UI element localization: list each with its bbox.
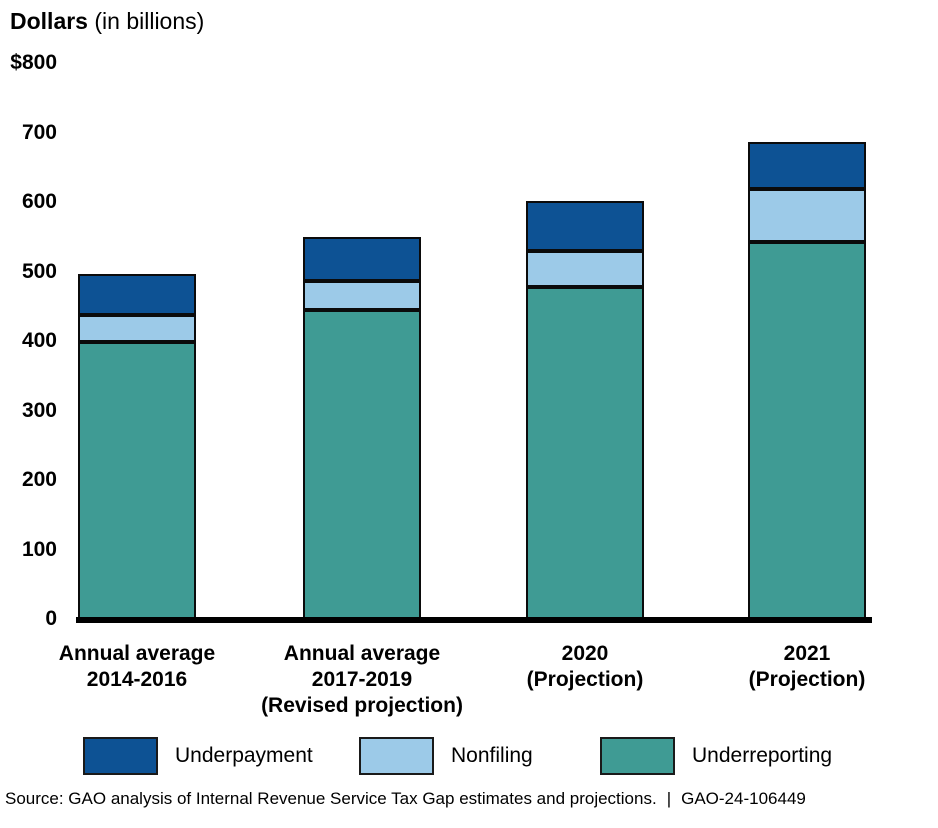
bar-segment-nonfiling bbox=[78, 315, 196, 343]
y-tick-label: 300 bbox=[21, 398, 57, 422]
x-axis-label: Annual average 2014-2016 bbox=[58, 642, 216, 691]
bar-segment-underreporting bbox=[748, 242, 866, 619]
x-axis-label: 2021 (Projection) bbox=[748, 642, 866, 691]
y-tick-label: 700 bbox=[21, 120, 57, 144]
underreporting-swatch bbox=[600, 737, 675, 775]
bar-segment-underreporting bbox=[78, 342, 196, 619]
report-id: GAO-24-106449 bbox=[681, 789, 806, 808]
y-tick-label: 400 bbox=[21, 329, 57, 352]
bar-segment-nonfiling bbox=[748, 188, 866, 243]
legend-label: Underreporting bbox=[692, 744, 833, 767]
source-text: Source: GAO analysis of Internal Revenue… bbox=[5, 789, 657, 808]
bar-segment-underpayment bbox=[78, 274, 196, 316]
legend-item-underpayment: Underpayment bbox=[83, 736, 313, 776]
bar-segment-nonfiling bbox=[526, 250, 644, 287]
bar-segment-nonfiling bbox=[303, 281, 421, 310]
legend-item-nonfiling: Nonfiling bbox=[359, 736, 533, 776]
chart-title-unit: (in billions) bbox=[87, 8, 205, 34]
x-axis-label: Annual average 2017-2019 (Revised projecti… bbox=[261, 642, 463, 717]
bar-segment-underreporting bbox=[526, 286, 644, 619]
bar-segment-underpayment bbox=[303, 236, 421, 282]
y-tick-label: 100 bbox=[21, 537, 57, 561]
source-line: Source: GAO analysis of Internal Revenue… bbox=[5, 789, 806, 809]
legend-item-underreporting: Underreporting bbox=[600, 736, 832, 776]
chart-title-bold: Dollars bbox=[10, 8, 88, 34]
x-axis-label: 2020 (Projection) bbox=[526, 642, 644, 691]
legend-label: Underpayment bbox=[175, 744, 313, 767]
y-tick-label: 500 bbox=[21, 259, 57, 283]
x-axis-line bbox=[76, 617, 872, 623]
chart-title: Dollars (in billions) bbox=[10, 8, 204, 35]
underpayment-swatch bbox=[83, 737, 158, 775]
bar-segment-underpayment bbox=[526, 201, 644, 251]
y-tick-label: 0 bbox=[45, 607, 57, 630]
y-tick-label: 200 bbox=[21, 468, 57, 491]
legend-label: Nonfiling bbox=[451, 744, 533, 767]
bar-segment-underpayment bbox=[748, 141, 866, 189]
bar-segment-underreporting bbox=[303, 309, 421, 619]
y-tick-label: $800 bbox=[10, 51, 57, 74]
y-tick-label: 600 bbox=[21, 190, 57, 213]
nonfiling-swatch bbox=[359, 737, 434, 775]
source-separator: | bbox=[666, 789, 672, 808]
